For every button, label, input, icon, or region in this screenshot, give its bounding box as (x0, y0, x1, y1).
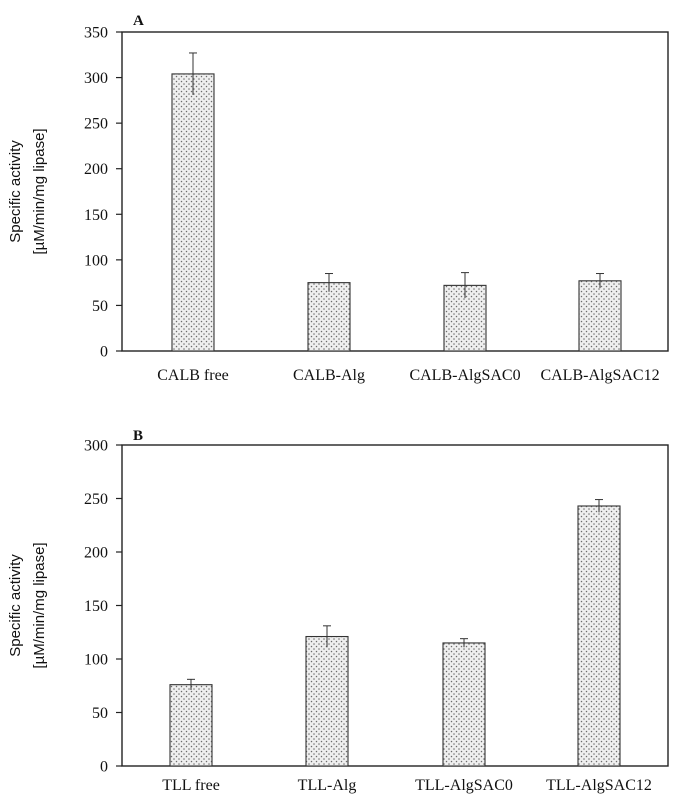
plot-frame (121, 31, 669, 352)
chart-panel-b: B 0 50 100 150 200 250 300 Specific activity [µM/… (7, 428, 669, 794)
bar (578, 280, 622, 352)
panel-label: B (133, 428, 143, 444)
bar (169, 684, 213, 767)
y-tick-label: 200 (84, 545, 108, 562)
bar (577, 505, 621, 767)
y-tick-label: 50 (92, 298, 108, 315)
bar (442, 642, 486, 767)
bar (305, 635, 349, 767)
y-tick-label: 250 (84, 491, 108, 508)
y-tick-label: 350 (84, 25, 108, 42)
y-axis-label: Specific activity (7, 554, 24, 657)
panel-label: A (133, 13, 144, 29)
x-category-label: CALB free (157, 367, 229, 384)
y-axis-label: [µM/min/mg lipase] (31, 542, 48, 668)
x-category-label: CALB-AlgSAC12 (540, 367, 659, 384)
y-tick-label: 300 (84, 70, 108, 87)
x-category-label: CALB-Alg (293, 367, 365, 384)
bar (307, 282, 351, 352)
y-tick-label: 150 (84, 207, 108, 224)
bar (171, 73, 215, 352)
x-category-label: TLL-Alg (298, 777, 357, 794)
y-tick-label: 0 (100, 759, 108, 776)
x-category-label: CALB-AlgSAC0 (409, 367, 520, 384)
y-tick-label: 250 (84, 116, 108, 133)
y-tick-label: 100 (84, 252, 108, 269)
y-tick-label: 300 (84, 438, 108, 455)
chart-panel-a: A 0 50 100 150 200 250 300 350 Specific activity [… (7, 13, 669, 384)
x-category-label: TLL free (162, 777, 220, 794)
x-category-label: TLL-AlgSAC0 (415, 777, 513, 794)
y-tick-label: 200 (84, 161, 108, 178)
x-category-label: TLL-AlgSAC12 (546, 777, 652, 794)
y-tick-label: 150 (84, 598, 108, 615)
y-axis-label: Specific activity (7, 140, 24, 243)
y-axis-label: [µM/min/mg lipase] (31, 128, 48, 254)
y-tick-label: 0 (100, 344, 108, 361)
y-tick-label: 100 (84, 652, 108, 669)
y-tick-label: 50 (92, 705, 108, 722)
